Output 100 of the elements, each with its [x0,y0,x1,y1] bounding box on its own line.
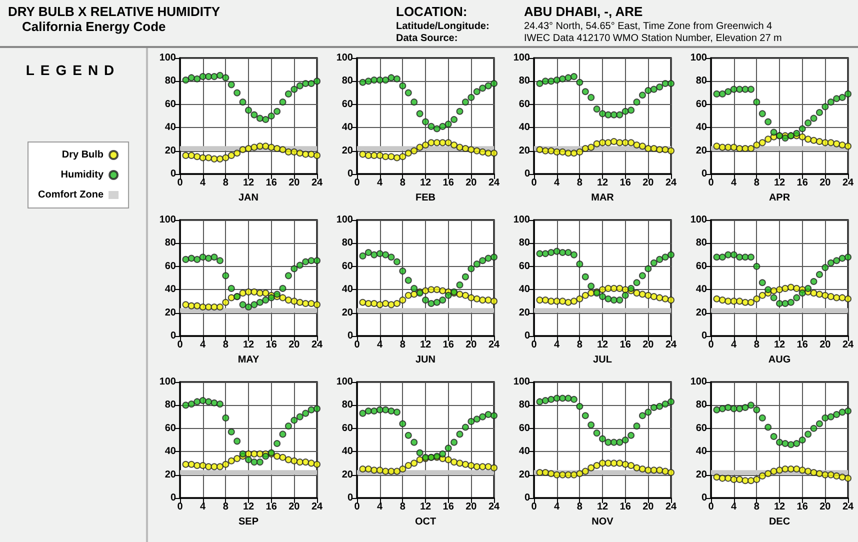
x-tick-label: 12 [596,502,608,512]
y-tick-label: 100 [513,214,530,226]
x-tick-label: 8 [400,178,406,188]
x-axis-title: JUL [593,354,612,366]
y-tick-label: 40 [696,284,708,296]
y-tick-label: 0 [170,168,176,180]
y-tick-label: 100 [159,376,176,388]
y-tick-label: 80 [342,76,354,87]
x-tick-label: 24 [488,502,500,512]
y-tick-label: 20 [342,307,354,318]
y-tick-label: 40 [696,446,708,458]
x-tick-label: 24 [842,502,854,512]
y-tick-label: 100 [159,52,176,64]
x-tick-label: 24 [665,178,677,188]
x-tick-label: 4 [200,178,206,188]
y-tick-label: 100 [513,376,530,388]
x-axis-title: MAY [238,354,260,366]
x-tick-label: 8 [754,340,760,350]
x-tick-label: 20 [820,178,832,188]
y-tick-label: 0 [524,492,530,504]
y-tick-label: 60 [342,422,354,434]
y-tick-label: 80 [696,238,708,249]
y-tick-label: 100 [336,214,354,226]
y-tick-label: 20 [696,469,708,480]
y-tick-label: 20 [342,145,354,156]
x-tick-label: 0 [354,340,360,350]
x-tick-label: 4 [377,502,384,512]
x-tick-label: 16 [266,502,278,512]
x-tick-label: 0 [531,502,538,512]
y-tick-label: 40 [342,122,354,134]
x-tick-label: 16 [796,178,808,188]
x-tick-label: 0 [708,178,714,188]
y-tick-label: 100 [690,214,708,226]
y-tick-label: 0 [701,492,708,504]
legend-label: Comfort Zone [38,190,104,200]
y-tick-label: 0 [701,330,708,342]
y-tick-label: 100 [690,376,708,388]
x-tick-label: 12 [242,502,254,512]
x-tick-label: 16 [620,340,632,350]
y-tick-label: 20 [164,307,176,318]
y-tick-label: 0 [347,492,354,504]
y-tick-label: 60 [696,422,708,434]
y-tick-label: 60 [696,98,708,110]
x-tick-label: 12 [774,502,786,512]
x-tick-label: 20 [288,502,300,512]
y-tick-label: 0 [170,492,176,504]
y-tick-label: 20 [518,145,530,156]
y-tick-label: 20 [518,469,530,480]
y-tick-label: 60 [342,98,354,110]
y-tick-label: 100 [159,214,176,226]
y-tick-label: 0 [347,330,354,342]
text: ABU DHABI, -, ARE [524,4,644,19]
x-tick-label: 4 [731,340,738,350]
x-tick-label: 20 [642,178,654,188]
y-tick-label: 40 [518,122,530,134]
x-tick-label: 16 [442,340,454,350]
x-tick-label: 12 [420,502,432,512]
y-tick-label: 0 [524,168,530,180]
y-tick-label: 40 [696,122,708,134]
x-tick-label: 8 [222,502,229,512]
y-tick-label: 80 [342,400,354,411]
x-tick-label: 16 [442,502,454,512]
x-tick-label: 16 [266,178,278,188]
x-tick-label: 24 [842,340,854,350]
y-tick-label: 40 [164,446,176,458]
x-tick-label: 24 [488,340,500,350]
x-tick-label: 20 [288,178,300,188]
y-tick-label: 20 [696,145,708,156]
text: DRY BULB X RELATIVE HUMIDITY [8,4,222,19]
y-tick-label: 80 [518,76,530,87]
y-tick-label: 80 [518,400,530,411]
x-tick-label: 16 [796,340,808,350]
x-axis-title: JUN [415,354,436,366]
x-tick-label: 0 [177,340,184,350]
y-tick-label: 0 [701,168,708,180]
x-tick-label: 4 [200,340,206,350]
x-tick-label: 8 [754,502,760,512]
x-tick-label: 4 [554,178,560,188]
y-tick-label: 100 [336,52,354,64]
x-tick-label: 20 [466,178,478,188]
y-tick-label: 100 [336,376,354,388]
x-tick-label: 12 [774,340,786,350]
x-tick-label: 20 [642,340,654,350]
legend-label: Dry Bulb [62,150,104,160]
x-tick-label: 4 [377,340,384,350]
x-tick-label: 0 [177,502,184,512]
y-tick-label: 100 [690,52,708,64]
y-tick-label: 40 [342,446,354,458]
y-tick-label: 80 [164,400,176,411]
y-tick-label: 60 [342,260,354,272]
x-tick-label: 8 [576,340,583,350]
y-tick-label: 0 [170,330,176,342]
y-tick-label: 80 [696,76,708,87]
x-axis-title: AUG [768,354,791,366]
y-tick-label: 80 [164,76,176,87]
y-tick-label: 20 [342,469,354,480]
x-axis-title: OCT [414,516,436,528]
x-tick-label: 24 [842,178,854,188]
x-tick-label: 8 [400,502,406,512]
x-tick-label: 0 [354,178,360,188]
